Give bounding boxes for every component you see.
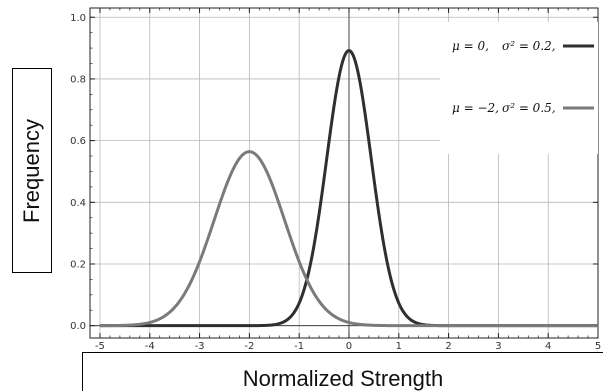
y-axis-label: Frequency [19, 118, 44, 223]
y-tick-label: 0.8 [70, 74, 86, 85]
x-tick-label: 1 [396, 341, 402, 352]
legend-label-mu: μ = −2, [452, 101, 499, 115]
y-tick-label: 0.0 [70, 321, 86, 332]
x-tick-label: 3 [495, 341, 501, 352]
y-tick-label: 1.0 [70, 13, 86, 24]
legend-background [440, 22, 598, 154]
x-tick-label: -5 [95, 341, 105, 352]
y-axis-label-box: Frequency [12, 68, 52, 273]
x-axis-label: Normalized Strength [242, 366, 444, 391]
x-tick-label: 5 [595, 341, 601, 352]
legend-label-sigma: σ² = 0.5, [502, 101, 556, 115]
y-tick-label: 0.4 [70, 198, 86, 209]
legend-label-mu: μ = 0, [452, 39, 489, 53]
x-tick-label: -3 [195, 341, 205, 352]
x-tick-label: -2 [244, 341, 254, 352]
legend: μ = 0, σ² = 0.2, μ = −2, σ² = 0.5, [440, 22, 598, 154]
ticks: -5 -4 -3 -2 -1 0 1 2 3 4 5 0.0 0.2 0.4 0.6 0.8 1.0 [70, 8, 601, 352]
series-group [99, 49, 599, 328]
x-tick-label: 0 [346, 341, 352, 352]
x-tick-label: 2 [445, 341, 451, 352]
x-tick-label: -4 [145, 341, 155, 352]
y-tick-label: 0.2 [70, 259, 86, 270]
x-tick-label: 4 [545, 341, 551, 352]
legend-label-sigma: σ² = 0.2, [502, 39, 556, 53]
plot-area-frame [89, 7, 599, 339]
x-axis-label-box: Normalized Strength [82, 352, 603, 391]
y-tick-label: 0.6 [70, 136, 86, 147]
x-tick-label: -1 [294, 341, 304, 352]
series-line-2 [99, 150, 599, 328]
